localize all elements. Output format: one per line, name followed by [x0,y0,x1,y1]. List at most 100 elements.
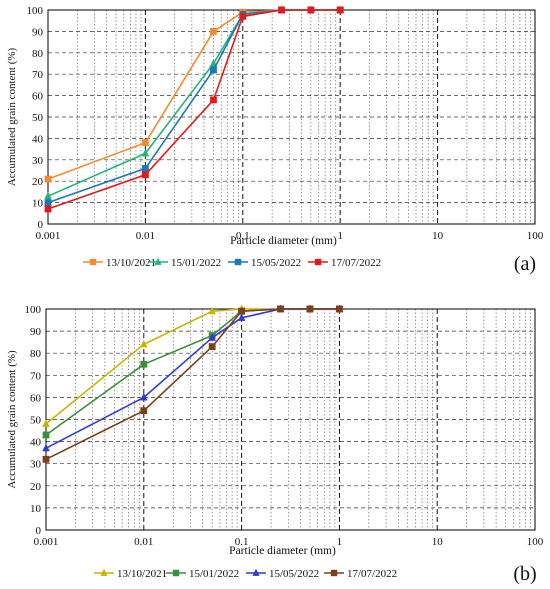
y-axis-label: Accumulated grain content (%) [6,350,18,489]
y-tick-label: 20 [32,176,44,188]
data-point [208,333,216,341]
y-tick-label: 0 [38,219,44,231]
y-tick-label: 40 [32,133,44,145]
legend-marker [314,258,322,266]
y-tick-label: 30 [32,155,44,167]
y-tick-label: 100 [27,5,44,17]
data-point [139,339,148,348]
series-line [47,9,341,180]
data-point [44,191,52,200]
legend-item: 17/07/2022 [324,568,397,580]
y-tick-label: 90 [30,326,42,338]
legend-label: 15/05/2022 [269,568,319,580]
data-point [142,164,149,172]
data-point [44,205,52,213]
data-point [42,455,50,463]
x-tick-label: 10 [432,230,444,242]
x-tick-label: 1 [337,536,343,548]
y-tick-label: 40 [30,437,42,449]
data-point [42,419,50,427]
series-line [47,9,341,197]
series-1 [44,6,344,183]
y-tick-label: 10 [30,503,42,515]
x-axis-label: Particle diameter (mm) [229,545,336,557]
legend-item: 13/10/2021 [83,257,156,269]
series-3 [42,304,344,452]
data-point [278,6,285,14]
grid [46,309,535,530]
series-line [47,9,341,204]
x-tick-label: 0.001 [36,230,61,242]
data-point [277,305,284,313]
y-tick-label: 30 [30,459,42,471]
series-4 [44,6,344,213]
series-line [47,9,341,210]
x-tick-label: 100 [527,230,544,242]
y-tick-label: 90 [32,26,44,38]
y-axis-label: Accumulated grain content (%) [6,47,18,186]
panel-label: (a) [514,253,536,275]
data-point [42,431,50,439]
series-line [45,308,340,425]
data-point [210,28,217,35]
legend-marker [252,568,260,576]
data-point [336,305,343,313]
data-point [142,139,149,147]
data-point [44,175,52,183]
y-tick-label: 60 [30,392,42,404]
y-tick-label: 70 [32,69,44,81]
legend-marker [154,257,162,265]
data-point [239,13,247,20]
data-point [210,96,217,104]
y-tick-label: 10 [32,198,44,210]
series-2 [44,5,345,200]
legend-label: 15/05/2022 [251,257,301,269]
data-point [140,407,148,415]
series-line [45,308,340,461]
panel-label: (b) [513,563,536,585]
data-point [307,6,315,14]
x-tick-label: 10 [432,536,444,548]
series-line [45,308,340,436]
data-point [42,443,50,452]
data-point [139,392,148,401]
legend-item: 15/01/2022 [148,257,221,269]
data-point [237,313,246,321]
data-point [140,360,148,368]
legend-label: 17/07/2022 [331,257,381,269]
data-point [208,343,216,350]
legend-label: 13/10/2021 [117,568,167,580]
legend: 13/10/2021 15/01/2022 15/05/2022 17/07/2022 [83,257,381,269]
legend-label: 15/01/2022 [171,257,221,269]
grid [48,10,535,224]
x-tick-label: 0.01 [134,536,153,548]
legend-label: 15/01/2022 [189,568,239,580]
y-tick-label: 80 [32,48,44,60]
data-point [141,148,150,157]
legend-marker [172,569,180,577]
data-point [336,6,344,14]
x-tick-label: 0.01 [136,230,155,242]
legend-label: 13/10/2021 [106,257,156,269]
y-tick-label: 0 [36,525,42,537]
legend-item: 17/07/2022 [308,257,381,269]
data-point [210,66,217,74]
data-point [209,58,218,67]
series-3 [44,6,344,206]
legend-item: 15/05/2022 [228,257,301,269]
x-axis-label: Particle diameter (mm) [230,235,337,247]
legend-item: 15/01/2022 [166,568,239,580]
y-tick-label: 50 [30,415,42,427]
legend-marker [330,569,338,577]
legend-label: 17/07/2022 [347,568,397,580]
series-line [45,308,340,449]
y-tick-label: 50 [32,112,44,124]
legend: 13/10/2021 15/01/2022 15/05/2022 17/07/2022 [94,568,397,580]
y-tick-label: 80 [30,348,42,360]
data-point [238,307,245,315]
x-tick-label: 1 [337,230,343,242]
chart-panel-1: 0 10 20 30 40 50 60 70 80 90 100 0.001 0.01 0.1 1 10 100… [6,5,544,275]
chart-panel-2: 0 10 20 30 40 50 60 70 80 90 100 0.001 0.01 0.1 1 10 100… [6,304,544,585]
data-point [142,171,149,179]
legend-item: 13/10/2021 [94,568,167,580]
